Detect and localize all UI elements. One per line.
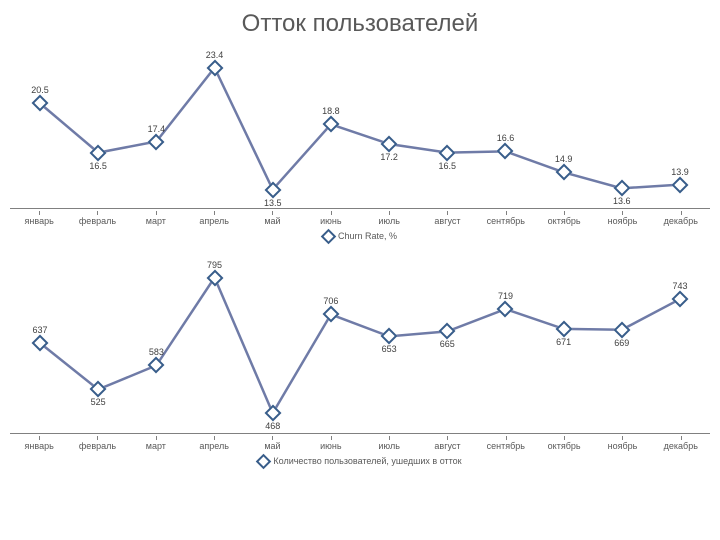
x-tick: август	[418, 437, 476, 451]
x-tick: декабрь	[652, 212, 710, 226]
legend-top-label: Churn Rate, %	[338, 231, 397, 241]
chart-churn-rate: 20.5 16.5 17.4 23.4 13.5 18.8 17.2 16.5 16.6 14.9…	[10, 48, 710, 258]
line-path-bottom	[10, 263, 710, 433]
legend-top: Churn Rate, %	[10, 231, 710, 242]
page-root: Отток пользователей 20.5 16.5 17.4 23.4 13.5…	[0, 0, 720, 540]
legend-bottom: Количество пользователей, ушедших в отто…	[10, 456, 710, 467]
diamond-icon	[256, 454, 272, 470]
data-label: 16.5	[89, 161, 107, 171]
x-tick: январь	[10, 212, 68, 226]
x-axis-top: январьфевральмартапрельмайиюньиюльавгуст…	[10, 209, 710, 229]
data-label: 16.6	[497, 133, 515, 143]
x-tick: июль	[360, 437, 418, 451]
data-label: 743	[672, 281, 687, 291]
data-label: 18.8	[322, 106, 340, 116]
x-tick: август	[418, 212, 476, 226]
data-label: 665	[440, 339, 455, 349]
x-tick: октябрь	[535, 437, 593, 451]
x-tick: январь	[10, 437, 68, 451]
x-tick: февраль	[68, 212, 126, 226]
data-label: 20.5	[31, 85, 49, 95]
data-label: 706	[323, 296, 338, 306]
x-tick: ноябрь	[593, 212, 651, 226]
data-label: 468	[265, 421, 280, 431]
data-label: 583	[149, 347, 164, 357]
data-label: 16.5	[439, 161, 457, 171]
x-tick: сентябрь	[477, 212, 535, 226]
data-label: 13.5	[264, 198, 282, 208]
x-tick: июнь	[302, 437, 360, 451]
x-tick: апрель	[185, 212, 243, 226]
x-tick: апрель	[185, 437, 243, 451]
x-tick: июнь	[302, 212, 360, 226]
plot-area-top: 20.5 16.5 17.4 23.4 13.5 18.8 17.2 16.5 16.6 14.9…	[10, 48, 710, 209]
x-tick: май	[243, 212, 301, 226]
data-label: 637	[32, 325, 47, 335]
data-label: 13.6	[613, 196, 631, 206]
data-label: 17.2	[380, 152, 398, 162]
data-label: 669	[614, 338, 629, 348]
legend-bottom-label: Количество пользователей, ушедших в отто…	[273, 456, 461, 466]
diamond-icon	[321, 229, 337, 245]
line-path-top	[10, 48, 710, 208]
x-tick: май	[243, 437, 301, 451]
data-label: 795	[207, 260, 222, 270]
x-tick: февраль	[68, 437, 126, 451]
data-label: 13.9	[671, 167, 689, 177]
x-tick: март	[127, 212, 185, 226]
x-tick: июль	[360, 212, 418, 226]
data-label: 23.4	[206, 50, 224, 60]
x-tick: март	[127, 437, 185, 451]
plot-area-bottom: 637 525 583 795 468 706 653 665 719 671 669 743	[10, 263, 710, 434]
x-tick: ноябрь	[593, 437, 651, 451]
data-label: 653	[382, 344, 397, 354]
x-tick: декабрь	[652, 437, 710, 451]
data-label: 719	[498, 291, 513, 301]
data-label: 525	[91, 397, 106, 407]
data-label: 671	[556, 337, 571, 347]
chart-user-count: 637 525 583 795 468 706 653 665 719 671 669 743 янв…	[10, 263, 710, 493]
page-title: Отток пользователей	[0, 0, 720, 38]
x-tick: октябрь	[535, 212, 593, 226]
data-label: 14.9	[555, 154, 573, 164]
x-tick: сентябрь	[477, 437, 535, 451]
data-label: 17.4	[148, 124, 166, 134]
x-axis-bottom: январьфевральмартапрельмайиюньиюльавгуст…	[10, 434, 710, 454]
